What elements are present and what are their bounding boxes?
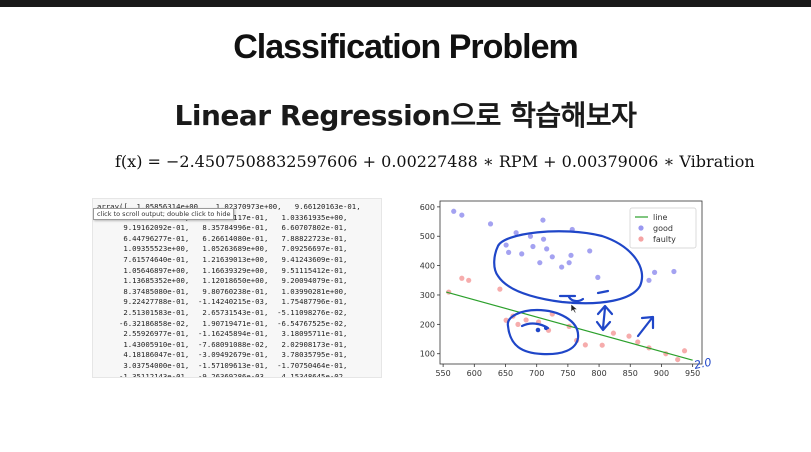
legend-label-faulty: faulty xyxy=(653,235,676,244)
line-series-line xyxy=(446,291,693,361)
handwritten-annotations xyxy=(493,230,655,356)
good-point xyxy=(544,246,550,252)
y-tick-label: 400 xyxy=(420,262,435,271)
good-point xyxy=(451,208,457,214)
faulty-point xyxy=(675,356,681,363)
x-tick-label: 600 xyxy=(467,369,482,378)
faulty-point xyxy=(681,348,688,354)
y-tick-label: 500 xyxy=(420,232,435,241)
x-tick-label: 750 xyxy=(560,369,575,378)
array-output-text: array([ 1.05856314e+00, 1.02370973e+00, … xyxy=(97,202,361,378)
faulty-point xyxy=(523,317,529,323)
dot-mark xyxy=(535,327,541,333)
handwritten-label: 2.0 xyxy=(693,356,712,372)
good-point xyxy=(568,252,574,258)
good-point xyxy=(503,242,509,248)
y-tick-label: 100 xyxy=(420,350,435,359)
good-point xyxy=(459,212,465,218)
mouse-cursor-icon xyxy=(570,303,579,314)
x-tick-label: 550 xyxy=(435,369,450,378)
x-tick-label: 650 xyxy=(498,369,513,378)
good-point xyxy=(566,260,572,266)
legend-label-line: line xyxy=(653,213,668,222)
good-point xyxy=(595,274,601,280)
faulty-point xyxy=(466,277,472,283)
good-point xyxy=(671,268,677,275)
good-point xyxy=(559,264,565,270)
arc-mark xyxy=(567,295,585,303)
faulty-point xyxy=(459,275,465,281)
faulty-point xyxy=(626,333,632,339)
x-tick-label: 950 xyxy=(685,369,700,378)
x-tick-label: 850 xyxy=(623,369,638,378)
scatter-chart: 550 600 650 700 750 800 850 900 950 100 200 300 400 5… xyxy=(420,200,712,378)
faulty-point xyxy=(515,321,521,327)
dash-mark xyxy=(596,289,610,295)
diagonal-arrow-icon xyxy=(636,315,655,338)
good-point xyxy=(540,236,547,242)
good-cluster-circle xyxy=(493,230,643,305)
good-point xyxy=(519,251,525,257)
faulty-point xyxy=(599,342,605,348)
faulty-point xyxy=(635,339,641,345)
legend-box xyxy=(629,207,697,249)
dot-mark xyxy=(543,325,549,331)
good-point xyxy=(513,230,519,236)
legend-faulty-swatch xyxy=(638,236,644,242)
faulty-point xyxy=(497,286,503,292)
good-point xyxy=(487,221,494,227)
faulty-cluster-circle xyxy=(506,308,580,356)
good-point xyxy=(646,277,652,283)
legend-label-good: good xyxy=(653,224,673,233)
notebook-output-panel[interactable]: array([ 1.05856314e+00, 1.02370973e+00, … xyxy=(92,198,382,378)
scroll-output-tooltip: click to scroll output; double click to … xyxy=(93,208,235,220)
y-tick-label: 600 xyxy=(420,203,435,212)
x-tick-label: 800 xyxy=(591,369,606,378)
x-tick-label: 700 xyxy=(529,369,544,378)
legend-good-swatch xyxy=(638,225,644,231)
window-top-bar xyxy=(0,0,811,7)
y-tick-label: 200 xyxy=(420,320,435,329)
slide-subtitle: Linear Regression으로 학습해보자 xyxy=(174,99,637,132)
good-point xyxy=(587,248,593,254)
good-point xyxy=(537,260,543,266)
good-point xyxy=(527,233,534,239)
slide-title: Classification Problem xyxy=(233,28,579,66)
faulty-point xyxy=(582,342,588,348)
regression-formula: f(x) = −2.4507508832597606 + 0.00227488 … xyxy=(115,152,755,171)
y-tick-label: 300 xyxy=(420,291,435,300)
good-point xyxy=(506,249,512,255)
x-tick-label: 900 xyxy=(654,369,669,378)
good-point xyxy=(549,254,555,260)
faulty-point xyxy=(610,330,617,336)
good-point xyxy=(540,217,546,223)
updown-arrow-icon xyxy=(595,304,614,332)
good-point xyxy=(530,243,536,250)
good-point xyxy=(651,269,658,275)
